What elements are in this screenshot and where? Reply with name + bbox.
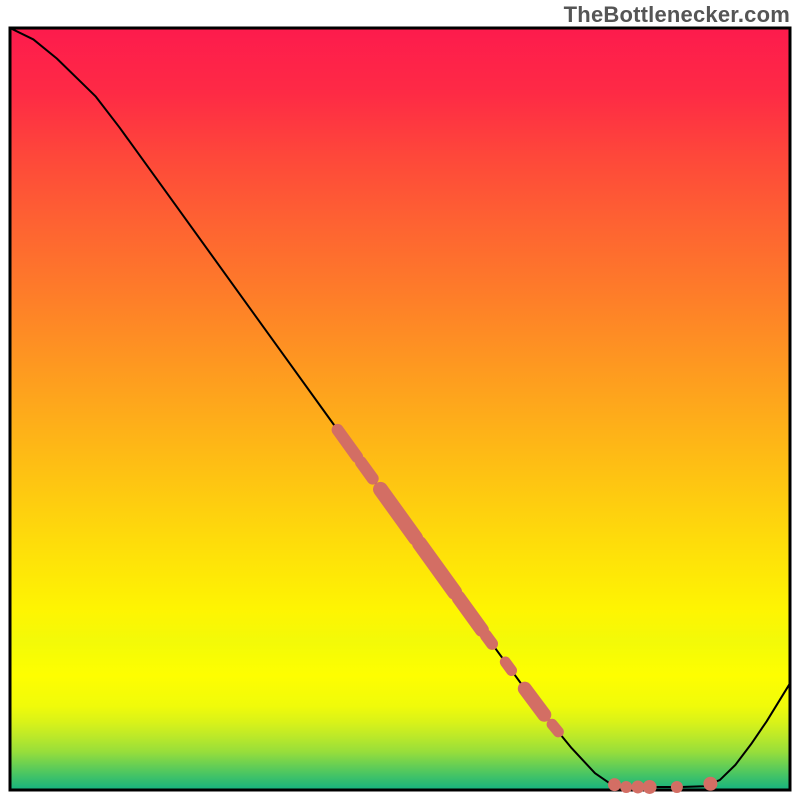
- curve-marker-dot: [703, 777, 717, 791]
- bottleneck-curve-chart: [0, 0, 800, 800]
- watermark-text: TheBottlenecker.com: [564, 2, 790, 28]
- curve-marker-dot: [608, 778, 621, 791]
- curve-marker-dot: [671, 781, 683, 793]
- curve-marker-dot: [620, 781, 632, 793]
- curve-marker-dot: [643, 780, 657, 794]
- chart-root: TheBottlenecker.com: [0, 0, 800, 800]
- curve-marker-dot: [631, 780, 644, 793]
- plot-background: [10, 28, 790, 790]
